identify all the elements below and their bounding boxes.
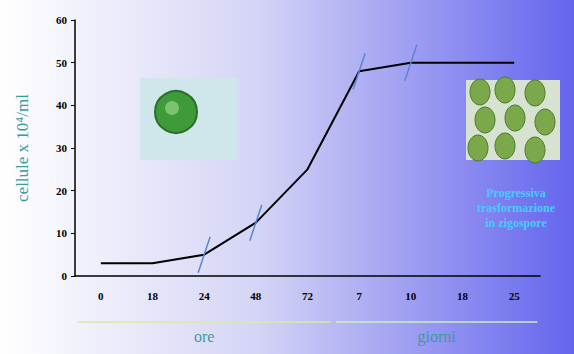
svg-text:25: 25 bbox=[509, 290, 521, 302]
svg-text:Progressiva: Progressiva bbox=[486, 186, 546, 200]
svg-text:48: 48 bbox=[250, 290, 262, 302]
svg-text:40: 40 bbox=[56, 99, 68, 111]
svg-text:18: 18 bbox=[147, 290, 159, 302]
svg-text:24: 24 bbox=[199, 290, 211, 302]
svg-text:0: 0 bbox=[62, 270, 68, 282]
svg-text:20: 20 bbox=[56, 185, 68, 197]
svg-text:giorni: giorni bbox=[418, 328, 457, 346]
svg-text:in zigospore: in zigospore bbox=[485, 216, 547, 230]
svg-text:30: 30 bbox=[56, 142, 68, 154]
svg-text:cellule x 10⁴/ml: cellule x 10⁴/ml bbox=[13, 94, 32, 202]
svg-text:72: 72 bbox=[302, 290, 314, 302]
svg-text:ore: ore bbox=[194, 328, 214, 345]
svg-text:60: 60 bbox=[56, 14, 68, 26]
svg-text:trasformazione: trasformazione bbox=[477, 201, 556, 215]
svg-text:50: 50 bbox=[56, 57, 68, 69]
svg-text:18: 18 bbox=[457, 290, 469, 302]
svg-text:10: 10 bbox=[405, 290, 417, 302]
svg-text:7: 7 bbox=[356, 290, 362, 302]
svg-text:10: 10 bbox=[56, 227, 68, 239]
svg-text:0: 0 bbox=[98, 290, 104, 302]
